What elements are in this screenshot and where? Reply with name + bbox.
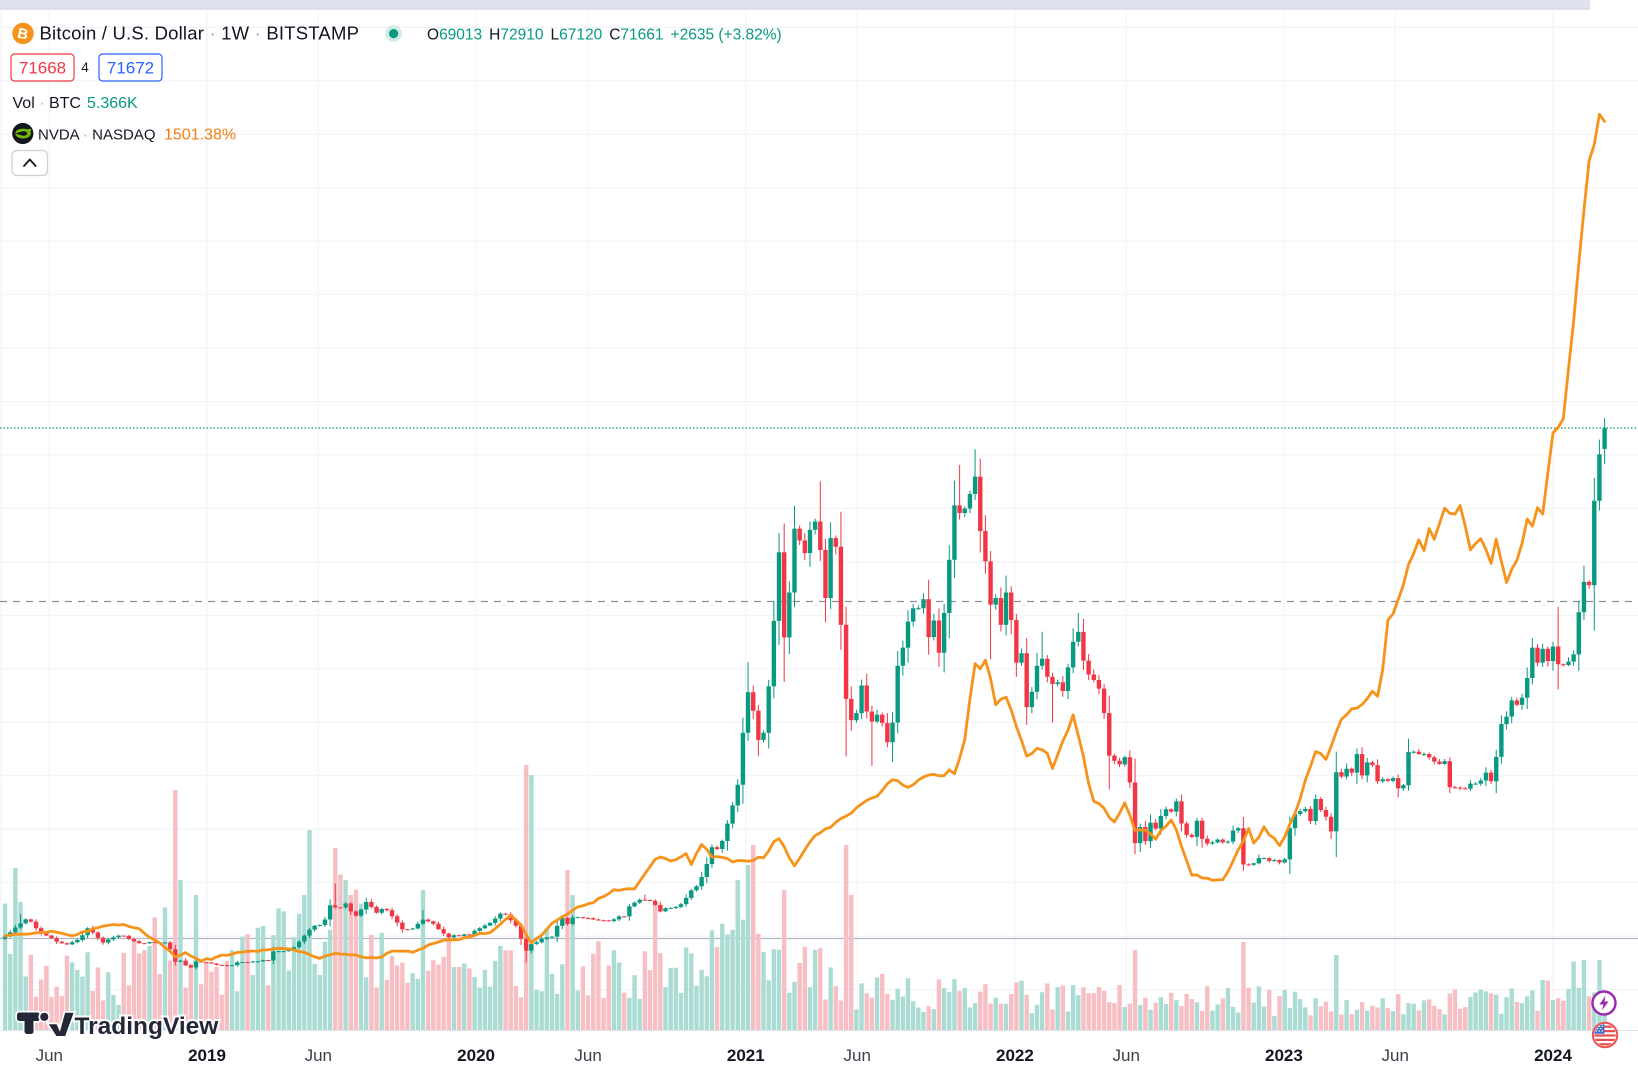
svg-text:Jun: Jun [843,1046,870,1065]
svg-text:2019: 2019 [188,1046,226,1065]
svg-text:4: 4 [81,60,89,75]
svg-text:Jun: Jun [1112,1046,1139,1065]
svg-text:Jun: Jun [36,1046,63,1065]
svg-text:Jun: Jun [305,1046,332,1065]
svg-text:Jun: Jun [574,1046,601,1065]
svg-text:Jun: Jun [1381,1046,1408,1065]
svg-text:2022: 2022 [996,1046,1034,1065]
svg-text:71668: 71668 [19,59,66,78]
svg-text:2021: 2021 [727,1046,765,1065]
svg-text:Vol · BTC: Vol · BTC [13,95,81,112]
svg-text:TradingView: TradingView [75,1013,220,1040]
svg-text:1501.38%: 1501.38% [164,127,236,144]
svg-text:2024: 2024 [1534,1046,1572,1065]
svg-text:71672: 71672 [107,59,154,78]
svg-text:2023: 2023 [1265,1046,1303,1065]
svg-text:Bitcoin / U.S. Dollar · 1W · B: Bitcoin / U.S. Dollar · 1W · BITSTAMP [40,23,360,44]
svg-text:NVDA · NASDAQ: NVDA · NASDAQ [38,127,156,144]
svg-text:5.366K: 5.366K [87,95,138,112]
svg-text:2020: 2020 [457,1046,495,1065]
svg-text:B: B [16,26,30,44]
